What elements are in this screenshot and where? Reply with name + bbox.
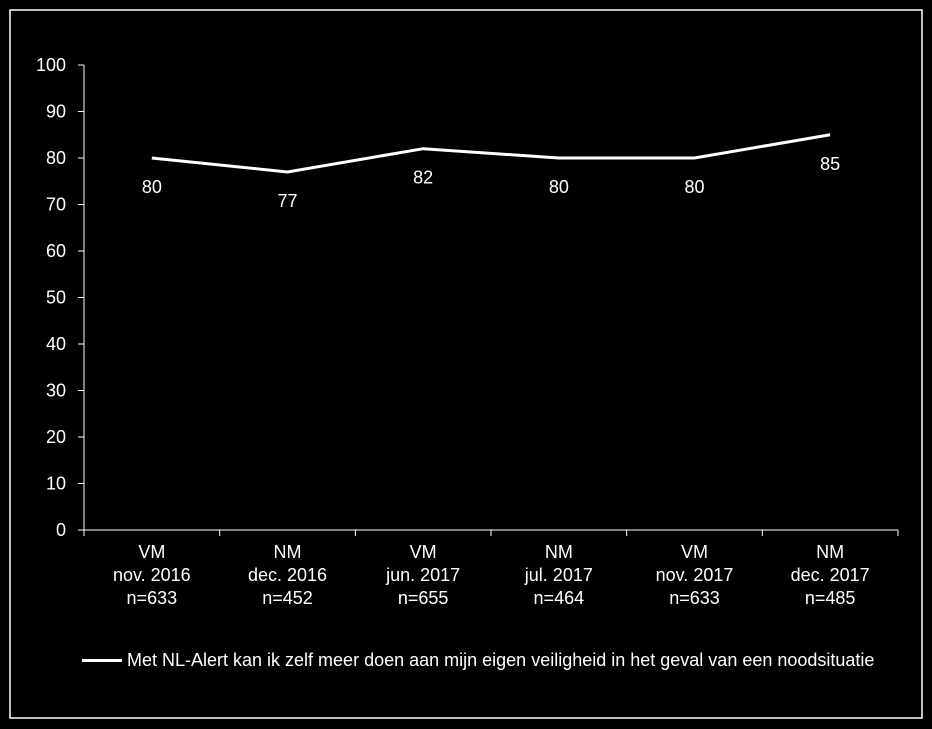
- y-tick-label: 100: [36, 55, 66, 75]
- data-label: 77: [277, 191, 297, 211]
- x-tick-label: dec. 2017: [791, 565, 870, 585]
- x-tick-label: jun. 2017: [385, 565, 460, 585]
- x-tick-label: n=633: [669, 588, 720, 608]
- data-label: 80: [549, 177, 569, 197]
- x-tick-label: NM: [274, 542, 302, 562]
- x-tick-label: n=633: [127, 588, 178, 608]
- data-label: 80: [684, 177, 704, 197]
- y-tick-label: 90: [46, 102, 66, 122]
- y-tick-label: 80: [46, 148, 66, 168]
- frame: [9, 9, 923, 719]
- x-tick-label: jul. 2017: [524, 565, 593, 585]
- y-tick-label: 10: [46, 474, 66, 494]
- y-tick-label: 0: [56, 520, 66, 540]
- legend: Met NL-Alert kan ik zelf meer doen aan m…: [82, 648, 902, 672]
- x-tick-label: NM: [545, 542, 573, 562]
- y-tick-label: 30: [46, 381, 66, 401]
- x-tick-label: VM: [681, 542, 708, 562]
- legend-label: Met NL-Alert kan ik zelf meer doen aan m…: [127, 650, 875, 670]
- data-label: 82: [413, 168, 433, 188]
- legend-swatch: [82, 659, 122, 662]
- y-tick-label: 40: [46, 334, 66, 354]
- data-label: 85: [820, 154, 840, 174]
- x-tick-label: nov. 2016: [113, 565, 191, 585]
- x-tick-label: n=452: [262, 588, 313, 608]
- y-tick-label: 50: [46, 288, 66, 308]
- y-tick-label: 70: [46, 195, 66, 215]
- x-tick-label: VM: [410, 542, 437, 562]
- y-tick-label: 60: [46, 241, 66, 261]
- x-tick-label: n=485: [805, 588, 856, 608]
- x-tick-label: n=464: [534, 588, 585, 608]
- x-tick-label: nov. 2017: [656, 565, 734, 585]
- series-line: [151, 133, 831, 174]
- x-tick-label: n=655: [398, 588, 449, 608]
- x-tick-label: NM: [816, 542, 844, 562]
- x-tick-label: dec. 2016: [248, 565, 327, 585]
- x-tick-label: VM: [138, 542, 165, 562]
- data-label: 80: [142, 177, 162, 197]
- y-tick-label: 20: [46, 427, 66, 447]
